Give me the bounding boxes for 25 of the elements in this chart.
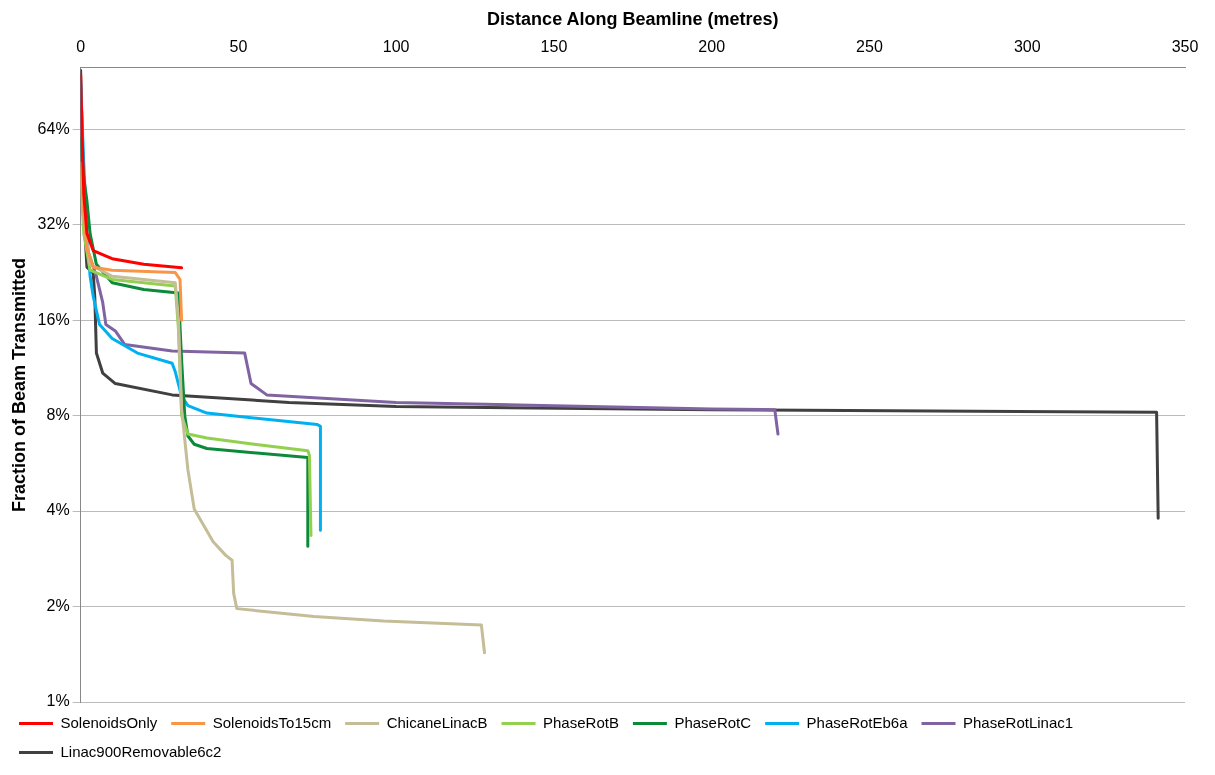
x-tick-label: 0 [76,37,86,55]
x-tick-label: 50 [229,37,248,55]
x-tick-label: 200 [698,37,726,55]
y-tick-label: 2% [46,596,70,614]
y-tick-label: 8% [46,406,70,424]
x-tick-label: 300 [1013,37,1041,55]
legend-label: PhaseRotLinac1 [963,713,1074,731]
y-tick-label: 4% [46,501,70,519]
legend-label: PhaseRotC [674,713,752,731]
x-axis-title: Distance Along Beamline (metres) [487,8,779,29]
legend-label: ChicaneLinacB [386,713,488,731]
legend-label: SolenoidsOnly [60,713,158,731]
x-tick-label: 100 [382,37,410,55]
legend-label: PhaseRotEb6a [806,713,909,731]
y-axis-title: Fraction of Beam Transmitted [8,257,29,512]
legend-label: SolenoidsTo15cm [212,713,332,731]
x-tick-label: 250 [856,37,883,55]
x-tick-label: 350 [1171,37,1199,55]
x-tick-label: 150 [540,37,568,55]
y-tick-label: 64% [37,119,70,137]
legend-label: PhaseRotB [543,713,619,731]
legend-label: Linac900Removable6c2 [60,742,222,760]
y-tick-label: 32% [37,215,70,233]
y-tick-label: 1% [46,692,70,710]
y-tick-label: 16% [37,310,70,328]
